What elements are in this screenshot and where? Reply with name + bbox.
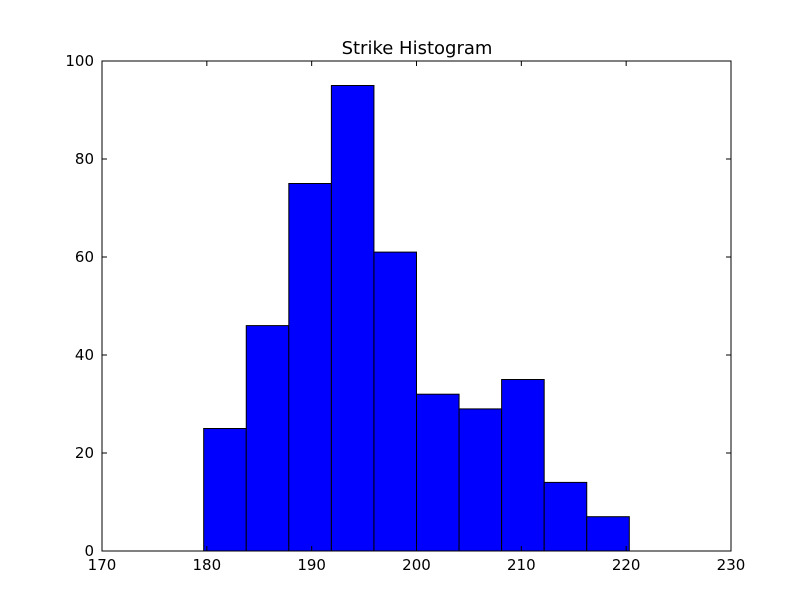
x-tick-label: 210 [507,556,536,574]
histogram-bar [416,393,460,552]
x-tick-label: 170 [88,556,117,574]
y-tick-label: 40 [75,346,94,364]
histogram-bar [458,408,503,552]
y-tick-label: 0 [84,542,94,560]
x-tick-label: 180 [193,556,222,574]
tick-labels-group: 170 180 190 200 210 220 230 0 20 40 60 80 100 [65,52,745,574]
y-tick-label: 80 [75,150,94,168]
x-tick-label: 200 [402,556,431,574]
chart-title: Strike Histogram [342,38,493,59]
histogram-bar [586,516,630,552]
histogram-bar [330,85,375,552]
x-tick-label: 230 [717,556,746,574]
y-tick-label: 60 [75,248,94,266]
y-tick-label: 100 [65,52,94,70]
histogram-bar [203,428,247,552]
y-tick-label: 20 [75,444,94,462]
histogram-bar [373,251,417,552]
histogram-bar [501,379,545,552]
histogram-bar [543,481,588,552]
histogram-bar [245,325,290,552]
x-tick-label: 190 [297,556,326,574]
x-tick-label: 220 [612,556,641,574]
axes-frame [101,60,732,552]
histogram-bar [288,183,332,552]
bars-group [203,85,630,552]
